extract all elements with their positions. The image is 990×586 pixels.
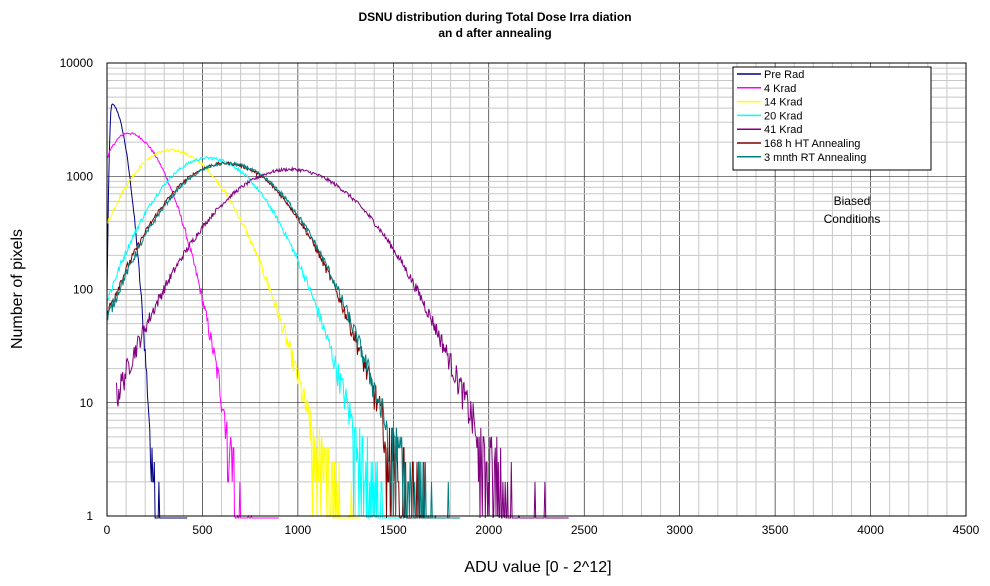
- x-tick-label: 2000: [475, 523, 502, 537]
- plot-border: [106, 62, 967, 517]
- legend: Pre Rad 4 Krad 14 Krad 20 Krad 41 Krad 168 h…: [732, 66, 932, 171]
- x-tick-label: 3500: [762, 523, 789, 537]
- legend-label: 20 Krad: [764, 110, 803, 122]
- legend-label: 4 Krad: [764, 83, 796, 95]
- legend-label: 41 Krad: [764, 124, 803, 136]
- x-tick-label: 1500: [380, 523, 407, 537]
- x-tick-label: 4500: [953, 523, 980, 537]
- legend-label: 3 mnth RT Annealing: [764, 152, 866, 164]
- series-line-pre-rad: [106, 103, 188, 519]
- y-tick-label: 10: [80, 396, 94, 410]
- x-tick-label: 3000: [666, 523, 693, 537]
- annotation-conditions: Conditions: [824, 212, 881, 226]
- x-tick-label: 1000: [285, 523, 312, 537]
- chart-title: DSNU distribution during Total Dose Irra…: [358, 10, 632, 24]
- legend-box: [732, 66, 932, 171]
- legend-label: 14 Krad: [764, 97, 803, 109]
- y-tick-label: 1000: [66, 169, 93, 183]
- series-line-41-krad: [116, 165, 569, 519]
- x-tick-label: 500: [192, 523, 212, 537]
- x-tick-label: 0: [104, 523, 111, 537]
- series-line-3-mnth-rt-annealing: [106, 160, 460, 519]
- y-axis-title: Number of pixels: [9, 229, 26, 349]
- x-tick-label: 2500: [571, 523, 598, 537]
- grid: [107, 63, 966, 516]
- tick-labels: 0 500 1000 1500 2000 2500 3000 3500 4000 4500 1 10 1…: [60, 56, 980, 537]
- legend-label: Pre Rad: [764, 69, 804, 81]
- y-tick-label: 1: [86, 509, 93, 523]
- y-tick-label: 10000: [60, 56, 94, 70]
- x-axis-title: ADU value [0 - 2^12]: [464, 559, 611, 576]
- series-line-4-krad: [106, 132, 279, 519]
- chart-subtitle: an d after annealing: [438, 26, 552, 40]
- x-tick-label: 4000: [857, 523, 884, 537]
- series-line-20-krad: [106, 156, 403, 519]
- y-tick-label: 100: [73, 283, 93, 297]
- annotation-biased: Biased: [834, 194, 871, 208]
- series-line-14-krad: [106, 148, 361, 519]
- series-group: [106, 103, 569, 519]
- legend-label: 168 h HT Annealing: [764, 138, 860, 150]
